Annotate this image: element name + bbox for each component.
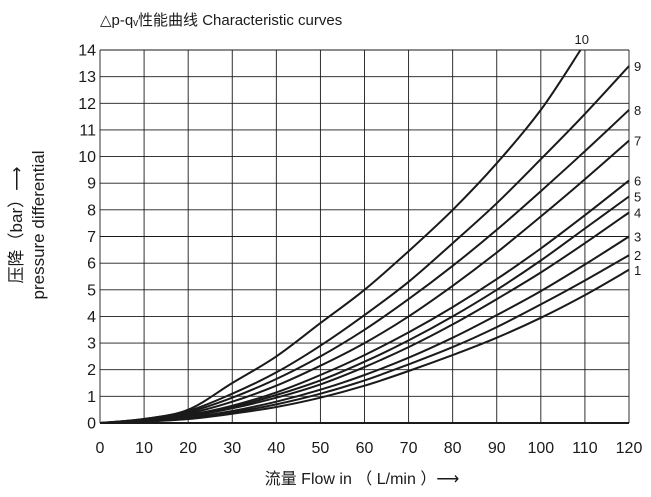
y-axis-label-en: pressure differential <box>29 151 48 300</box>
series-labels: 12 3 456 7 8 9 10 <box>575 32 642 278</box>
curve-label-3: 3 <box>634 230 641 245</box>
curve-label-7: 7 <box>634 134 641 149</box>
curve-10 <box>99 49 582 424</box>
curve-9 <box>99 65 630 424</box>
x-tick-label-4: 40 <box>267 440 285 457</box>
y-tick-label-5: 5 <box>87 282 96 299</box>
curve-label-2: 2 <box>634 248 641 263</box>
curve-label-8: 8 <box>634 103 641 118</box>
y-axis-label-cn: 压降（bar）⟶ <box>7 167 26 284</box>
y-tick-label-9: 9 <box>87 176 96 193</box>
curve-4 <box>99 211 630 424</box>
y-tick-label-3: 3 <box>87 336 96 353</box>
y-tick-label-2: 2 <box>87 362 96 379</box>
curve-6 <box>99 179 630 424</box>
curve-8 <box>99 109 630 424</box>
x-tick-label-1: 10 <box>135 440 153 457</box>
y-tick-label-14: 14 <box>78 43 96 60</box>
y-tick-label-10: 10 <box>78 149 96 166</box>
curve-3 <box>99 235 630 424</box>
curve-label-1: 1 <box>634 263 641 278</box>
y-tick-label-13: 13 <box>78 69 96 86</box>
chart-title: △p-qᵥ性能曲线 Characteristic curves <box>100 12 342 29</box>
y-tick-label-1: 1 <box>87 389 96 406</box>
x-tick-label-10: 100 <box>527 440 554 457</box>
y-tick-label-4: 4 <box>87 309 96 326</box>
y-tick-label-6: 6 <box>87 256 96 273</box>
y-tick-label-12: 12 <box>78 96 96 113</box>
x-tick-label-11: 110 <box>572 440 598 457</box>
x-tick-label-3: 30 <box>223 440 241 457</box>
x-tick-label-0: 0 <box>96 440 105 457</box>
curve-1 <box>99 268 630 424</box>
x-axis-ticks: 0 10 20 30 40 50 60 70 80 90 100 110 120 <box>96 440 643 457</box>
x-tick-label-12: 120 <box>616 440 643 457</box>
y-tick-label-7: 7 <box>87 229 96 246</box>
x-axis-label: 流量 Flow in （ L/min ）⟶ <box>265 470 460 488</box>
curve-label-4: 4 <box>634 206 641 221</box>
x-tick-label-6: 60 <box>356 440 374 457</box>
curve-label-10: 10 <box>575 32 589 47</box>
y-tick-label-8: 8 <box>87 202 96 219</box>
grid <box>99 49 630 424</box>
x-tick-label-8: 80 <box>444 440 462 457</box>
x-tick-label-2: 20 <box>179 440 197 457</box>
x-tick-label-9: 90 <box>488 440 506 457</box>
y-tick-label-11: 11 <box>79 122 96 139</box>
curve-label-5: 5 <box>634 190 641 205</box>
curve-label-6: 6 <box>634 174 641 189</box>
y-tick-label-0: 0 <box>87 416 96 433</box>
x-tick-label-5: 50 <box>312 440 330 457</box>
curve-label-9: 9 <box>634 59 641 74</box>
curves <box>99 49 630 424</box>
curve-7 <box>99 139 630 424</box>
x-tick-label-7: 70 <box>400 440 418 457</box>
